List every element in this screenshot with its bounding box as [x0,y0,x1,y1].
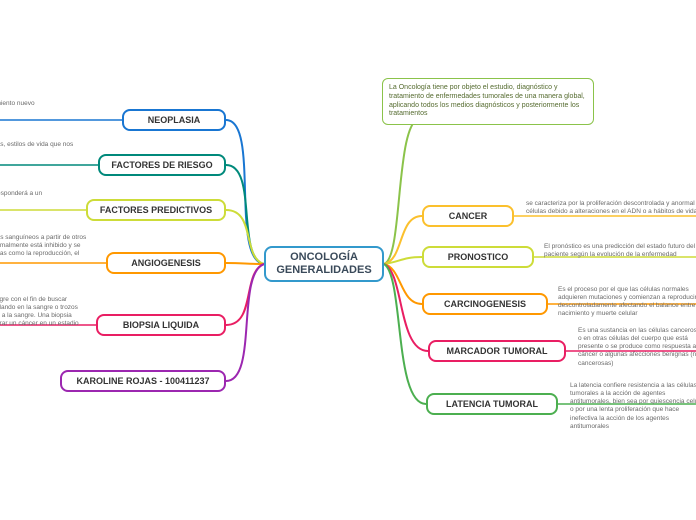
branch-desc: Angiogénesis es la formación de nuevos v… [0,234,90,267]
branch-node: ANGIOGENESIS [106,252,226,274]
intro-box: La Oncología tiene por objeto el estudio… [382,78,594,125]
branch-node: FACTORES DE RIESGO [98,154,226,176]
branch-node: FACTORES PREDICTIVOS [86,199,226,221]
center-node: ONCOLOGÍA GENERALIDADES [264,246,384,282]
branch-desc: Factor que ayuda a predecir si el cáncer… [0,190,68,206]
branch-node: BIOPSIA LIQUIDA [96,314,226,336]
branch-desc: En sentido literal neoplasia significa u… [0,100,104,108]
branch-desc: Es una sustancia en las células canceros… [578,327,696,368]
intro-text: La Oncología tiene por objeto el estudio… [389,84,585,117]
branch-node: CANCER [422,205,514,227]
branch-desc: El pronóstico es una predicción del esta… [544,243,696,259]
branch-node: CARCINOGENESIS [422,293,548,315]
branch-node: PRONOSTICO [422,246,534,268]
branch-node: MARCADOR TUMORAL [428,340,566,362]
branch-node: NEOPLASIA [122,109,226,131]
branch-node: LATENCIA TUMORAL [426,393,558,415]
branch-desc: Es el proceso por el que las células nor… [558,286,696,319]
branch-desc: La latencia confiere resistencia a las c… [570,382,696,431]
branch-node: KAROLINE ROJAS - 100411237 [60,370,226,392]
branch-desc: se caracteriza por la proliferación desc… [526,200,696,216]
center-title: ONCOLOGÍA GENERALIDADES [274,251,374,277]
branch-desc: Prueba que se realiza en una muestra de … [0,296,84,337]
branch-desc: Factores de riesgo son condiciones, cond… [0,141,82,157]
